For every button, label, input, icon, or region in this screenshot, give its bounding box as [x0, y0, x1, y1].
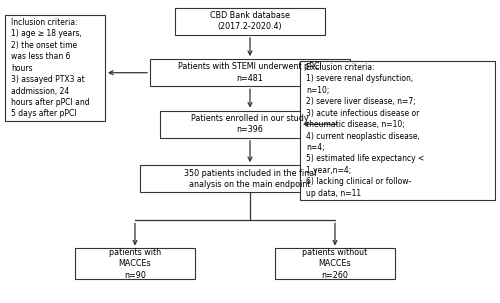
Text: Patients with STEMI underwent pPCI
n=481: Patients with STEMI underwent pPCI n=481	[178, 62, 322, 83]
Text: patients without
MACCEs
n=260: patients without MACCEs n=260	[302, 248, 368, 280]
Text: CBD Bank database
(2017.2-2020.4): CBD Bank database (2017.2-2020.4)	[210, 11, 290, 32]
FancyBboxPatch shape	[5, 15, 105, 121]
Text: patients with
MACCEs
n=90: patients with MACCEs n=90	[109, 248, 161, 280]
FancyBboxPatch shape	[175, 8, 325, 35]
Text: Inclusion criteria:
1) age ≥ 18 years,
2) the onset time
was less than 6
hours
3: Inclusion criteria: 1) age ≥ 18 years, 2…	[11, 18, 90, 118]
FancyBboxPatch shape	[75, 248, 195, 279]
FancyBboxPatch shape	[150, 59, 350, 86]
Text: Patients enrolled in our study
n=396: Patients enrolled in our study n=396	[191, 114, 309, 135]
Text: Exclusion criteria:
1) severe renal dysfunction,
n=10;
2) severe liver disease, : Exclusion criteria: 1) severe renal dysf…	[306, 63, 424, 198]
Text: 350 patients included in the final
analysis on the main endpoint: 350 patients included in the final analy…	[184, 168, 316, 189]
FancyBboxPatch shape	[275, 248, 395, 279]
FancyBboxPatch shape	[140, 165, 360, 192]
FancyBboxPatch shape	[160, 111, 340, 138]
FancyBboxPatch shape	[300, 61, 495, 200]
